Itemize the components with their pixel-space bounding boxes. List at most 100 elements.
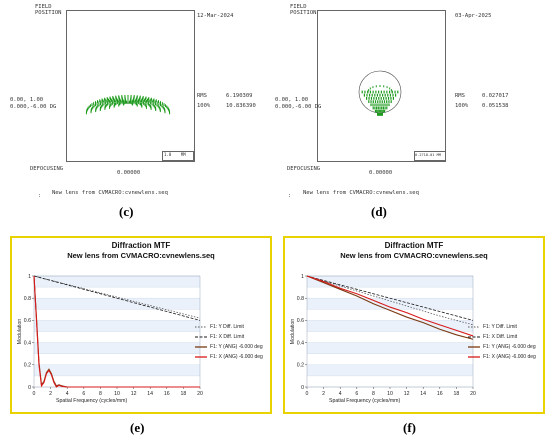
spot-panel-d: FIELD POSITION 03-Apr-2025 0.00, 1.00 0.…	[275, 0, 550, 225]
spot-ray	[384, 93, 386, 97]
legend-label: F1: X (ANG) -6.000 deg	[210, 354, 263, 360]
spot-ray	[380, 109, 382, 113]
y-tick-label: 1	[301, 274, 304, 280]
spot-ray	[379, 106, 381, 110]
spot-ray	[120, 100, 122, 103]
spot-ray	[94, 101, 96, 104]
legend-label: F1: X Diff. Limit	[483, 334, 518, 340]
plot-band	[307, 276, 473, 288]
spot-ray	[160, 103, 162, 107]
spot-ray	[154, 100, 156, 104]
plot-band	[307, 375, 473, 387]
chief-ray	[127, 102, 129, 104]
spot-ray	[97, 100, 99, 103]
spot-ray	[113, 104, 115, 108]
spot-ray	[378, 103, 380, 107]
spot-ray	[162, 105, 164, 109]
spot-ray	[372, 106, 374, 110]
spot-ray	[157, 104, 159, 108]
pct-label: 100%	[197, 103, 211, 109]
y-tick-label: 0.4	[24, 340, 31, 346]
spot-ray	[383, 100, 386, 103]
legend-label: F1: Y Diff. Limit	[483, 324, 517, 330]
spot-ray	[166, 105, 168, 109]
spot-ray	[150, 97, 152, 101]
spot-ray	[145, 96, 147, 100]
legend-item: F1: Y Diff. Limit	[195, 322, 263, 332]
spot-ray	[96, 105, 98, 109]
spot-ray	[145, 104, 147, 108]
spot-ray	[101, 101, 103, 105]
plot-band	[34, 364, 200, 376]
spot-ray	[108, 99, 110, 103]
spot-ray	[384, 103, 386, 107]
spot-ray	[373, 97, 375, 100]
spot-ray	[391, 91, 393, 93]
field-position-label: FIELD POSITION	[290, 4, 317, 17]
x-tick-label: 14	[420, 391, 426, 397]
spot-ray	[133, 100, 135, 104]
spot-ray	[388, 90, 391, 94]
spot-ray	[100, 100, 102, 104]
spot-ray	[149, 101, 151, 105]
series-line	[33, 275, 200, 388]
spot-ray	[361, 90, 363, 94]
spot-ray	[374, 93, 376, 97]
spot-ray	[153, 101, 155, 105]
y-tick-label: 0.6	[24, 318, 31, 324]
spot-ray	[103, 100, 105, 104]
spot-ray	[156, 103, 158, 107]
x-tick-label: 6	[82, 391, 85, 397]
legend: F1: Y Diff. Limit F1: X Diff. Limit F1: Y …	[468, 322, 536, 362]
rms-value: 0.027017	[482, 93, 509, 99]
spot-ray	[108, 98, 110, 102]
legend-item: F1: Y Diff. Limit	[468, 322, 536, 332]
series-line	[306, 275, 474, 340]
spot-ray	[384, 106, 386, 110]
defocusing-label: DEFOCUSING	[30, 166, 64, 172]
scale-label: 0.2718-01 MM	[415, 153, 441, 157]
spot-ray	[105, 103, 107, 107]
spot-ray	[134, 100, 136, 103]
spot-ray	[141, 101, 143, 104]
spot-ray	[109, 96, 111, 100]
spot-ray	[376, 106, 378, 110]
spot-ray	[366, 93, 368, 97]
x-tick-label: 10	[114, 391, 120, 397]
spot-ray	[136, 100, 138, 104]
position-line1: 0.00, 1.00	[275, 97, 309, 103]
spot-ray	[387, 93, 389, 97]
spot-ray	[387, 97, 390, 100]
y-tick-label: 0.2	[24, 363, 31, 369]
spot-ray	[161, 104, 163, 108]
spot-ray	[377, 113, 379, 116]
series-line	[306, 275, 474, 321]
pct-value: 0.051538	[482, 103, 509, 109]
spot-ray	[116, 101, 118, 105]
plot-band	[307, 287, 473, 299]
spot-ray	[141, 103, 143, 107]
spot-ray	[381, 109, 383, 113]
spot-ray	[122, 102, 124, 106]
spot-ray	[390, 97, 392, 100]
spot-ray	[383, 90, 385, 94]
spot-ray	[377, 106, 379, 110]
spot-ray	[93, 102, 95, 105]
spot-ray	[386, 90, 388, 94]
legend-item: F1: X Diff. Limit	[468, 332, 536, 342]
spot-ray	[381, 100, 383, 103]
spot-ray	[135, 99, 137, 103]
spot-ray	[115, 102, 117, 105]
spot-ray	[386, 100, 388, 103]
x-tick-label: 20	[197, 391, 203, 397]
bullet-mark: :	[38, 193, 42, 199]
spot-ray	[138, 98, 140, 102]
spot-ray	[149, 104, 151, 108]
x-tick-label: 12	[131, 391, 137, 397]
spot-ray	[378, 97, 380, 100]
spot-ray	[91, 106, 93, 110]
spot-ray	[153, 98, 155, 102]
spot-ray	[379, 113, 381, 116]
legend-swatch	[468, 326, 480, 328]
caption-f: (f)	[403, 420, 416, 435]
